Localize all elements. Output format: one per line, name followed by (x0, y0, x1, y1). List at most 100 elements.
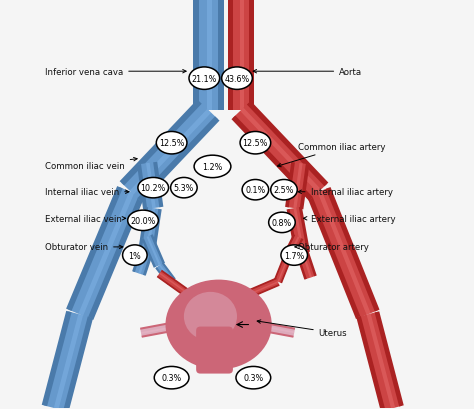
Polygon shape (138, 207, 148, 249)
Polygon shape (119, 100, 202, 186)
Polygon shape (138, 162, 162, 210)
Polygon shape (156, 263, 175, 285)
Text: 43.6%: 43.6% (224, 74, 250, 83)
Text: 1.2%: 1.2% (202, 162, 223, 171)
Polygon shape (150, 235, 165, 264)
Polygon shape (293, 208, 304, 254)
Text: 12.5%: 12.5% (243, 139, 268, 148)
Polygon shape (231, 291, 248, 305)
Text: 0.3%: 0.3% (162, 373, 182, 382)
Text: Uterus: Uterus (257, 320, 347, 337)
Polygon shape (140, 207, 160, 250)
Text: 10.2%: 10.2% (141, 184, 166, 193)
Text: Internal iliac vein: Internal iliac vein (45, 188, 129, 197)
Ellipse shape (194, 156, 231, 178)
Polygon shape (287, 209, 298, 255)
Polygon shape (307, 195, 361, 319)
Polygon shape (157, 276, 186, 298)
Polygon shape (277, 261, 287, 282)
Polygon shape (195, 0, 221, 111)
Polygon shape (189, 291, 207, 305)
Ellipse shape (123, 245, 147, 265)
Ellipse shape (222, 68, 252, 90)
Polygon shape (143, 251, 154, 276)
Polygon shape (293, 164, 302, 209)
Text: 1%: 1% (128, 251, 141, 260)
Polygon shape (63, 317, 93, 409)
Polygon shape (218, 0, 224, 111)
Polygon shape (207, 0, 212, 111)
Polygon shape (240, 108, 321, 193)
Polygon shape (153, 162, 164, 208)
Text: External iliac vein: External iliac vein (45, 214, 126, 223)
Polygon shape (44, 312, 91, 409)
Polygon shape (326, 188, 380, 312)
Polygon shape (274, 260, 290, 283)
Text: External iliac artery: External iliac artery (303, 214, 395, 223)
Polygon shape (159, 273, 189, 294)
Polygon shape (262, 322, 295, 330)
Polygon shape (234, 296, 252, 309)
Polygon shape (138, 249, 149, 274)
Text: 5.3%: 5.3% (173, 184, 194, 193)
Ellipse shape (189, 68, 219, 90)
Polygon shape (306, 252, 317, 276)
Ellipse shape (156, 132, 187, 155)
Text: Internal iliac artery: Internal iliac artery (298, 188, 392, 197)
FancyBboxPatch shape (196, 327, 233, 374)
Polygon shape (285, 237, 300, 262)
Polygon shape (299, 207, 310, 253)
Text: Inferior vena cava: Inferior vena cava (45, 67, 186, 76)
Text: Common iliac artery: Common iliac artery (277, 143, 386, 167)
Polygon shape (161, 270, 191, 292)
Polygon shape (358, 312, 402, 409)
Polygon shape (157, 271, 190, 297)
Polygon shape (193, 0, 199, 111)
Polygon shape (366, 314, 395, 409)
Polygon shape (300, 164, 310, 210)
Polygon shape (240, 0, 245, 111)
Polygon shape (186, 296, 203, 309)
Polygon shape (68, 187, 142, 319)
Polygon shape (42, 311, 72, 406)
Polygon shape (132, 247, 143, 272)
Polygon shape (146, 209, 155, 249)
Polygon shape (231, 292, 251, 309)
Polygon shape (137, 164, 147, 210)
Ellipse shape (281, 245, 308, 265)
Text: Obturator vein: Obturator vein (45, 243, 123, 252)
Polygon shape (155, 267, 169, 285)
Polygon shape (141, 326, 174, 334)
Polygon shape (233, 103, 327, 200)
Ellipse shape (236, 366, 271, 389)
Polygon shape (280, 263, 290, 283)
Polygon shape (140, 323, 174, 337)
Ellipse shape (271, 180, 297, 200)
Polygon shape (121, 102, 218, 201)
Polygon shape (130, 110, 211, 195)
Polygon shape (159, 265, 173, 282)
Polygon shape (261, 323, 295, 337)
Polygon shape (146, 163, 156, 209)
Text: 0.3%: 0.3% (243, 373, 264, 382)
Text: 0.8%: 0.8% (272, 218, 292, 227)
Ellipse shape (269, 213, 295, 233)
Text: 21.1%: 21.1% (191, 74, 217, 83)
Polygon shape (247, 101, 328, 187)
Polygon shape (296, 255, 307, 280)
Polygon shape (146, 236, 161, 266)
Ellipse shape (184, 292, 237, 341)
Polygon shape (286, 163, 308, 210)
Polygon shape (261, 330, 293, 338)
Polygon shape (282, 235, 302, 264)
Polygon shape (141, 238, 156, 268)
Polygon shape (249, 281, 278, 295)
Polygon shape (309, 188, 378, 319)
Polygon shape (248, 279, 279, 298)
Polygon shape (273, 260, 283, 281)
Polygon shape (137, 117, 219, 203)
Polygon shape (133, 247, 153, 276)
Polygon shape (233, 294, 250, 307)
Polygon shape (281, 234, 295, 260)
Polygon shape (297, 252, 316, 280)
